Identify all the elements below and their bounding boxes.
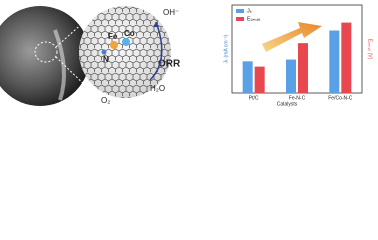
zoom-circle — [34, 41, 58, 63]
bar — [329, 30, 340, 93]
legend-swatch — [236, 9, 244, 13]
y-axis-label: Jₖ (mA cm⁻²) — [223, 34, 229, 63]
bar — [254, 66, 265, 93]
fe-label: Fe — [108, 32, 118, 41]
co-label: Co — [124, 29, 135, 38]
n-atom — [101, 49, 107, 55]
n-label: N — [103, 55, 109, 64]
arrow-head — [153, 22, 159, 27]
plot-frame — [231, 4, 363, 94]
x-tick-label: Fe/Co-N-C — [328, 95, 353, 101]
x-tick-label: Fe-N-C — [289, 95, 306, 101]
legend-swatch — [236, 17, 244, 21]
zoom-line — [55, 56, 96, 96]
orr-label: ORR — [158, 59, 181, 70]
zoom-line — [55, 11, 96, 48]
legend-label: Jₖ — [247, 8, 253, 14]
h2o-label: H₂O — [150, 84, 165, 93]
reaction-arrow — [149, 21, 163, 81]
graphene-lattice — [79, 6, 171, 98]
legend-label: Eₒₙₛₑₜ — [247, 16, 261, 22]
bar — [298, 43, 308, 93]
co-atom — [122, 38, 130, 46]
trend-arrow — [262, 22, 322, 52]
o2-label: O₂ — [101, 96, 110, 105]
x-tick-label: Pt/C — [249, 95, 259, 101]
fe-atom — [110, 41, 118, 49]
graphical-abstract: Fe Co N OH⁻ ORR H₂O O₂ Pt/C Fe-N-C Fe/Co-N… — [0, 4, 373, 107]
bar — [286, 59, 296, 93]
x-axis-label: Catalysts — [277, 101, 298, 107]
oh-label: OH⁻ — [163, 8, 179, 17]
bar — [242, 61, 253, 93]
y2-axis-label: Eₒₙₛₑₜ (V) — [367, 39, 373, 60]
bar — [341, 22, 352, 94]
tem-feature — [53, 29, 66, 101]
tem-image — [0, 6, 90, 106]
